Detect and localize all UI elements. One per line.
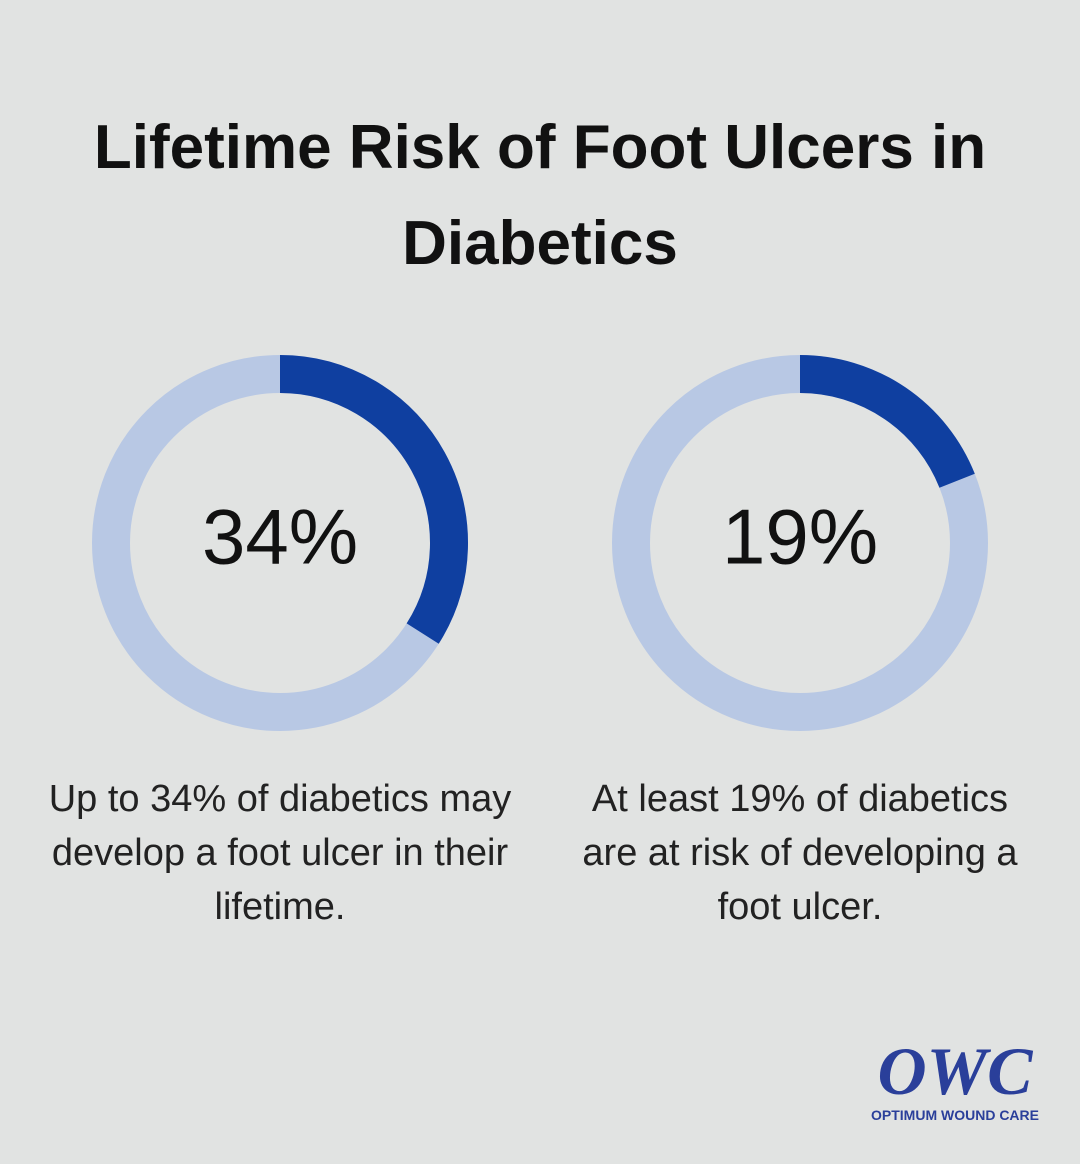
chart-panel: 34% Up to 34% of diabetics may develop a … [20, 350, 540, 950]
donut-value-label: 19% [722, 493, 878, 581]
logo: OWC OPTIMUM WOUND CARE [860, 1035, 1050, 1123]
donut-arc [799, 355, 975, 489]
title: Lifetime Risk of Foot Ulcers in Diabetic… [93, 113, 987, 278]
logo-mark: OWC [877, 1033, 1033, 1109]
donut-arc [279, 355, 468, 644]
donut-chart: 34% [92, 355, 468, 731]
caption: Up to 34% of diabetics may develop a foo… [48, 778, 512, 928]
logo-text: OPTIMUM WOUND CARE [871, 1107, 1039, 1123]
chart-panel: 19% At least 19% of diabetics are at risk… [540, 350, 1060, 950]
donut-value-label: 34% [202, 493, 358, 581]
caption: At least 19% of diabetics are at risk of… [582, 778, 1018, 928]
donut-chart: 19% [612, 355, 988, 731]
